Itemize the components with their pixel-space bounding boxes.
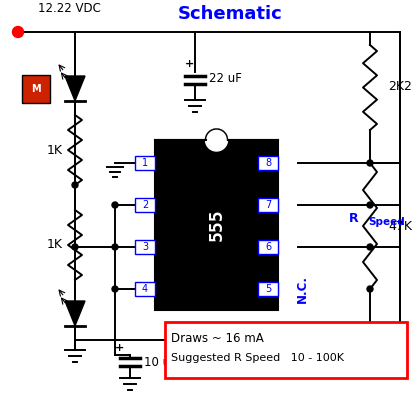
Text: Schematic: Schematic (178, 5, 282, 23)
Bar (155, 140, 278, 310)
Text: 22 uF: 22 uF (209, 72, 242, 86)
Text: Draws ~ 16 mA: Draws ~ 16 mA (171, 332, 264, 344)
Text: +: + (184, 59, 194, 69)
Text: 2: 2 (142, 200, 148, 210)
Text: 6: 6 (265, 242, 271, 252)
Text: R: R (348, 212, 358, 224)
Circle shape (13, 26, 24, 38)
Text: +: + (116, 343, 125, 353)
Circle shape (112, 244, 118, 250)
Bar (135, 156, 155, 170)
Bar (135, 198, 155, 212)
Bar (135, 282, 155, 296)
Text: 1K: 1K (47, 144, 63, 156)
Bar (22, 75, 50, 103)
Bar (258, 282, 278, 296)
Bar (258, 156, 278, 170)
Text: Suggested R Speed   10 - 100K: Suggested R Speed 10 - 100K (171, 353, 344, 363)
Text: 555: 555 (207, 209, 226, 241)
Text: 4: 4 (142, 284, 148, 294)
Text: M: M (31, 84, 41, 94)
Bar (258, 240, 278, 254)
Polygon shape (205, 129, 228, 140)
Bar (165, 322, 407, 378)
Text: 1K: 1K (47, 238, 63, 252)
Text: 8: 8 (265, 158, 271, 168)
Text: 7: 7 (265, 200, 271, 210)
Circle shape (367, 202, 373, 208)
Circle shape (112, 202, 118, 208)
Text: 1: 1 (142, 158, 148, 168)
Bar (135, 240, 155, 254)
Circle shape (72, 244, 78, 250)
Circle shape (112, 286, 118, 292)
Circle shape (367, 286, 373, 292)
Circle shape (367, 160, 373, 166)
Text: 47K: 47K (388, 220, 412, 232)
Bar (258, 198, 278, 212)
Text: N.C.: N.C. (296, 275, 309, 303)
Circle shape (367, 244, 373, 250)
Text: 3: 3 (142, 242, 148, 252)
Text: Speed: Speed (368, 217, 405, 227)
Text: 5: 5 (265, 284, 271, 294)
Circle shape (205, 129, 228, 151)
Polygon shape (65, 76, 85, 101)
Circle shape (72, 182, 78, 188)
Text: 10 uF: 10 uF (144, 356, 177, 368)
Polygon shape (65, 301, 85, 326)
Text: 2K2: 2K2 (388, 80, 412, 94)
Text: 12.22 VDC: 12.22 VDC (38, 2, 101, 14)
